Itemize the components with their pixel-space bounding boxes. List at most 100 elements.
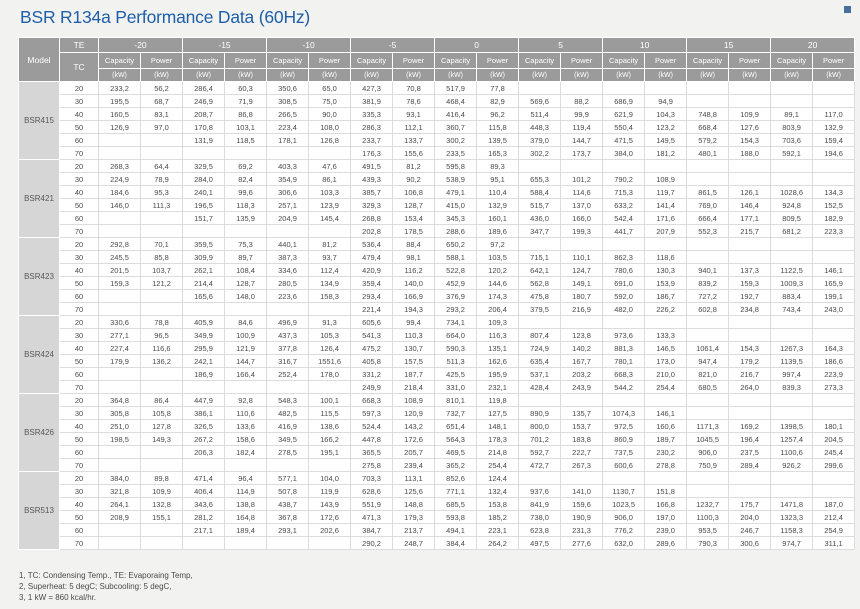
capacity-value-cell: 734,1 bbox=[434, 315, 478, 329]
power-value-cell: 114,9 bbox=[224, 484, 268, 498]
power-value-cell: 90,0 bbox=[308, 107, 352, 121]
capacity-value-cell: 686,9 bbox=[602, 94, 646, 108]
power-value-cell: 223,9 bbox=[812, 367, 856, 381]
power-value-cell: 153,7 bbox=[560, 419, 604, 433]
tc-value: 30 bbox=[59, 172, 99, 186]
capacity-value-cell: 628,6 bbox=[350, 484, 394, 498]
capacity-value-cell bbox=[770, 315, 814, 329]
capacity-value-cell: 497,5 bbox=[518, 536, 562, 550]
capacity-value-cell: 1028,6 bbox=[770, 185, 814, 199]
capacity-value-cell bbox=[770, 328, 814, 342]
capacity-value-cell: 305,8 bbox=[98, 406, 141, 420]
capacity-value-cell: 974,7 bbox=[770, 536, 814, 550]
power-value-cell bbox=[139, 523, 184, 537]
table-row: 50 146,0 111,3 196,5 118,3 257,1 123,9 329,3 128… bbox=[19, 198, 856, 212]
power-value-cell: 185,2 bbox=[476, 510, 520, 524]
capacity-value-cell: 776,2 bbox=[602, 523, 646, 537]
capacity-value-cell: 635,4 bbox=[518, 354, 562, 368]
capacity-value-cell: 1100,6 bbox=[770, 445, 814, 459]
power-value-cell: 254,9 bbox=[812, 523, 856, 537]
power-value-cell: 109,9 bbox=[728, 107, 772, 121]
capacity-value-cell: 552,3 bbox=[686, 224, 730, 238]
capacity-value-cell: 602,8 bbox=[686, 302, 730, 316]
capacity-value-cell: 360,7 bbox=[434, 120, 478, 134]
power-value-cell: 1551,6 bbox=[308, 354, 352, 368]
power-value-cell: 65,0 bbox=[308, 81, 352, 95]
capacity-value-cell: 201,5 bbox=[98, 263, 141, 277]
power-value-cell: 112,4 bbox=[308, 263, 352, 277]
power-value-cell: 146,5 bbox=[644, 341, 688, 355]
capacity-value-cell bbox=[770, 81, 814, 95]
table-row: 30 305,8 105,8 386,1 110,6 482,5 115,5 597,3 120… bbox=[19, 406, 856, 420]
unit-header: (kW) bbox=[476, 68, 520, 82]
capacity-value-cell: 385,7 bbox=[350, 185, 394, 199]
power-value-cell: 116,3 bbox=[476, 328, 520, 342]
table-row: 30 277,1 96,5 349,9 100,9 437,3 105,3 541,3 110,… bbox=[19, 328, 856, 342]
capacity-value-cell: 277,1 bbox=[98, 328, 141, 342]
power-value-cell bbox=[224, 146, 268, 160]
unit-header: (kW) bbox=[350, 68, 394, 82]
table-row: BSR423 20 292,8 70,1 359,5 75,3 440,1 81,2 536,4… bbox=[18, 237, 856, 316]
power-value-cell: 99,4 bbox=[392, 315, 436, 329]
capacity-value-cell: 590,3 bbox=[434, 341, 478, 355]
te-value-header: -20 bbox=[97, 37, 184, 53]
table-row: 40 251,0 127,8 326,5 133,6 416,9 138,6 524,4 143… bbox=[19, 419, 856, 433]
power-value-cell: 160,6 bbox=[644, 419, 688, 433]
capacity-value-cell: 178,1 bbox=[266, 133, 310, 147]
capacity-header: Capacity bbox=[266, 52, 310, 69]
power-value-cell bbox=[139, 211, 184, 225]
capacity-value-cell bbox=[686, 406, 730, 420]
capacity-value-cell: 198,5 bbox=[98, 432, 141, 446]
power-value-cell: 264,0 bbox=[728, 380, 772, 394]
table-row: 60 206,3 182,4 278,5 195,1 365,5 205,7 469,5 214… bbox=[19, 445, 856, 459]
capacity-value-cell: 447,8 bbox=[350, 432, 394, 446]
capacity-value-cell: 664,0 bbox=[434, 328, 478, 342]
power-value-cell: 100,9 bbox=[224, 328, 268, 342]
capacity-value-cell: 1009,3 bbox=[770, 276, 814, 290]
capacity-value-cell: 329,3 bbox=[350, 198, 394, 212]
capacity-value-cell: 861,5 bbox=[686, 185, 730, 199]
capacity-value-cell: 890,9 bbox=[518, 406, 562, 420]
capacity-value-cell: 691,0 bbox=[602, 276, 646, 290]
power-value-cell: 159,6 bbox=[560, 497, 604, 511]
capacity-value-cell: 381,9 bbox=[350, 94, 394, 108]
power-value-cell: 248,7 bbox=[392, 536, 436, 550]
power-value-cell: 89,3 bbox=[476, 159, 520, 173]
capacity-value-cell bbox=[686, 393, 730, 407]
capacity-value-cell: 588,4 bbox=[518, 185, 562, 199]
model-label: BSR423 bbox=[18, 237, 60, 316]
power-header: Power bbox=[392, 52, 436, 69]
capacity-value-cell: 195,5 bbox=[98, 94, 141, 108]
capacity-value-cell: 179,9 bbox=[98, 354, 141, 368]
footnotes: 1, TC: Condensing Temp., TE: Evaporaing … bbox=[19, 570, 193, 603]
power-value-cell: 124,7 bbox=[560, 263, 604, 277]
power-value-cell: 75,3 bbox=[224, 237, 268, 251]
capacity-value-cell bbox=[266, 380, 310, 394]
power-value-cell: 140,0 bbox=[392, 276, 436, 290]
power-value-cell: 133,3 bbox=[644, 328, 688, 342]
power-value-cell bbox=[308, 224, 352, 238]
power-value-cell bbox=[560, 471, 604, 485]
power-value-cell: 126,8 bbox=[308, 133, 352, 147]
capacity-value-cell: 1122,5 bbox=[770, 263, 814, 277]
model-label: BSR426 bbox=[18, 393, 60, 472]
capacity-value-cell: 548,3 bbox=[266, 393, 310, 407]
power-value-cell: 182,4 bbox=[224, 445, 268, 459]
capacity-value-cell: 550,4 bbox=[602, 120, 646, 134]
capacity-value-cell: 569,6 bbox=[518, 94, 562, 108]
table-row: 60 186,9 166,4 252,4 178,0 331,2 187,7 425,5 195… bbox=[19, 367, 856, 381]
te-value-header: 15 bbox=[686, 37, 772, 53]
capacity-value-cell: 386,1 bbox=[182, 406, 226, 420]
unit-header: (kW) bbox=[266, 68, 310, 82]
power-value-cell: 128,7 bbox=[224, 276, 268, 290]
power-value-cell bbox=[812, 172, 856, 186]
capacity-value-cell bbox=[518, 81, 562, 95]
capacity-value-cell: 448,3 bbox=[518, 120, 562, 134]
table-row: 70 249,9 218,4 331,0 232,1 428,4 243,9 544,2 254… bbox=[19, 380, 856, 394]
power-value-cell bbox=[728, 159, 772, 173]
tc-value: 50 bbox=[59, 276, 99, 290]
power-value-cell bbox=[728, 328, 772, 342]
capacity-value-cell: 1130,7 bbox=[602, 484, 646, 498]
power-header: Power bbox=[476, 52, 520, 69]
capacity-value-cell: 300,2 bbox=[434, 133, 478, 147]
